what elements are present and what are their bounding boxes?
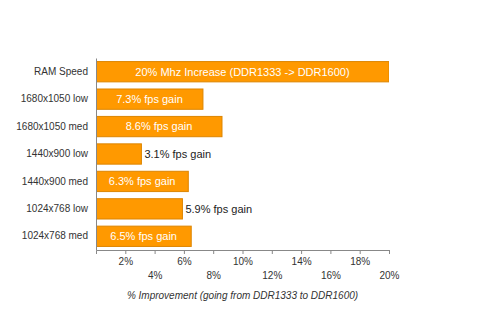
y-axis-line	[96, 59, 97, 251]
x-axis: 2% 4% 6% 8% 10% 12% 14% 16% 18% 20%	[97, 250, 400, 281]
x-tick-label: 14%	[292, 256, 312, 267]
bar	[96, 226, 191, 246]
bar	[96, 144, 141, 164]
x-tick-label: 16%	[321, 270, 341, 281]
chart: 2% 4% 6% 8% 10% 12% 14% 16% 18% 20% RAM Speed 1680x…	[0, 0, 500, 309]
x-axis-line	[97, 251, 390, 255]
x-tick-label: 8%	[206, 270, 221, 281]
x-tick-label: 4%	[148, 270, 163, 281]
x-tick: 6%	[177, 250, 192, 267]
x-tick: 8%	[206, 250, 221, 281]
x-tick: 4%	[148, 250, 163, 281]
y-tick-label: 1440x900 med	[22, 176, 88, 187]
y-tick: 1024x768 med	[22, 230, 96, 241]
y-axis: RAM Speed 1680x1050 low 1680x1050 med 1440x…	[16, 59, 96, 251]
y-tick-label: 1680x1050 low	[21, 93, 89, 104]
y-tick: 1024x768 low	[26, 203, 96, 214]
bar	[96, 62, 389, 82]
data-label: 5.9% fps gain	[185, 203, 252, 215]
x-axis-title: % Improvement (going from DDR1333 to DDR…	[127, 290, 358, 301]
x-tick: 2%	[119, 250, 134, 267]
data-label: 7.3% fps gain	[116, 93, 183, 105]
bars	[96, 62, 389, 247]
x-tick-label: 6%	[177, 256, 192, 267]
x-tick-mark	[184, 250, 185, 254]
x-tick-mark	[125, 250, 126, 254]
x-tick-label: 12%	[262, 270, 282, 281]
data-labels: 20% Mhz Increase (DDR1333 -> DDR1600) 7.3…	[109, 66, 350, 243]
bar	[96, 199, 182, 219]
y-tick-label: 1024x768 low	[26, 203, 88, 214]
x-tick-mark	[301, 250, 302, 254]
y-tick: RAM Speed	[34, 66, 96, 77]
plot: 2% 4% 6% 8% 10% 12% 14% 16% 18% 20% RAM Speed 1680x…	[16, 59, 399, 282]
x-tick-label: 20%	[379, 270, 399, 281]
data-label: 6.3% fps gain	[109, 175, 176, 187]
data-label: 20% Mhz Increase (DDR1333 -> DDR1600)	[135, 66, 349, 78]
x-tick-label: 18%	[350, 256, 370, 267]
data-label: 6.5% fps gain	[110, 230, 177, 242]
x-tick: 12%	[262, 250, 282, 281]
x-tick-mark	[243, 250, 244, 254]
x-tick-mark	[360, 250, 361, 254]
y-tick: 1440x900 med	[22, 176, 96, 187]
y-tick: 1680x1050 low	[21, 93, 96, 104]
y-tick-label: RAM Speed	[34, 66, 88, 77]
x-tick: 18%	[350, 250, 370, 267]
x-tick-mark	[213, 250, 214, 254]
x-tick-mark	[330, 250, 331, 254]
x-tick-label: 2%	[119, 256, 134, 267]
x-tick-mark	[272, 250, 273, 254]
y-tick-label: 1680x1050 med	[16, 121, 88, 132]
bar	[96, 116, 222, 136]
x-tick: 10%	[233, 250, 253, 267]
x-tick-mark	[155, 250, 156, 254]
x-tick-label: 10%	[233, 256, 253, 267]
x-tick: 14%	[292, 250, 312, 267]
x-tick: 20%	[379, 250, 399, 281]
bar	[96, 171, 188, 191]
x-tick: 16%	[321, 250, 341, 281]
y-tick-label: 1440x900 low	[26, 148, 88, 159]
x-tick-mark	[389, 250, 390, 254]
bar	[96, 89, 203, 109]
y-tick-label: 1024x768 med	[22, 230, 88, 241]
data-label: 8.6% fps gain	[126, 120, 193, 132]
y-tick: 1680x1050 med	[16, 121, 96, 132]
data-label: 3.1% fps gain	[144, 148, 211, 160]
y-tick: 1440x900 low	[26, 148, 96, 159]
